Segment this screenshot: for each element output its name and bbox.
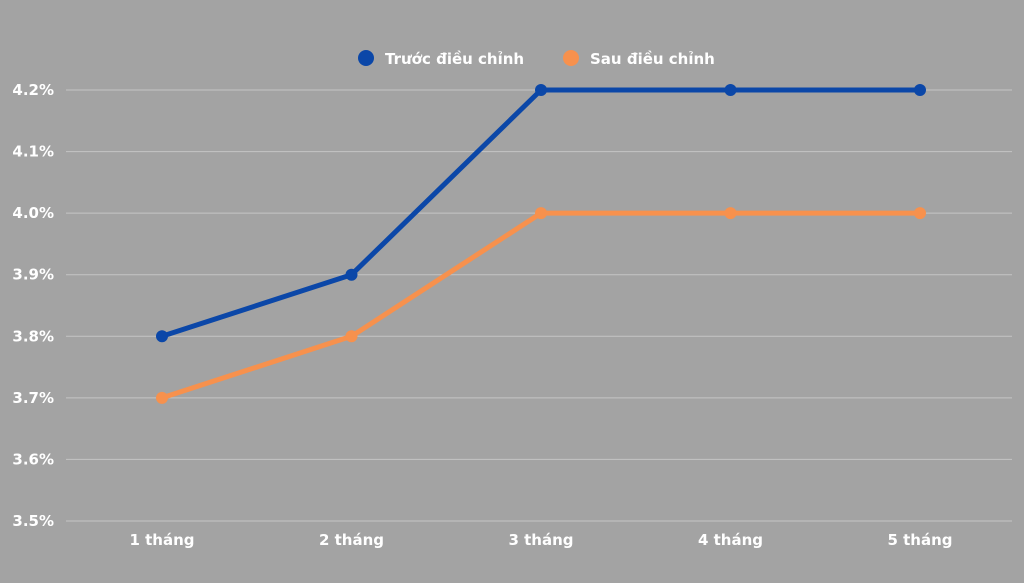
x-tick-label: 3 tháng [508, 531, 573, 549]
data-point [535, 207, 547, 220]
series-line [159, 210, 923, 401]
y-tick-label: 3.9% [12, 266, 54, 284]
legend-marker [563, 50, 579, 66]
x-tick-label: 1 tháng [129, 531, 194, 549]
data-point [156, 330, 168, 343]
series-layer [156, 84, 926, 404]
y-tick-label: 3.8% [12, 327, 54, 345]
y-axis: 3.5% 3.6% 3.7% 3.8% 3.9% 4.0% 4.1% 4.2% [12, 81, 54, 530]
data-point [535, 84, 547, 96]
y-tick-label: 4.2% [12, 81, 54, 99]
data-point [724, 84, 737, 96]
data-point [914, 207, 926, 220]
y-tick-label: 4.0% [12, 204, 54, 222]
x-tick-label: 5 tháng [887, 531, 952, 549]
legend-label: Trước điều chỉnh [385, 49, 524, 68]
y-tick-label: 4.1% [12, 143, 54, 161]
data-point [724, 207, 737, 220]
data-point [345, 330, 358, 343]
legend-marker [358, 50, 374, 66]
y-tick-label: 3.7% [12, 389, 54, 407]
legend-item-2: Sau điều chỉnh [563, 49, 715, 68]
series-1 [156, 84, 926, 343]
x-tick-label: 4 tháng [698, 531, 763, 549]
legend: Trước điều chỉnh Sau điều chỉnh [358, 49, 715, 68]
y-tick-label: 3.6% [12, 450, 54, 468]
data-point [345, 268, 358, 281]
legend-label: Sau điều chỉnh [590, 49, 715, 68]
legend-item-1: Trước điều chỉnh [358, 49, 524, 68]
x-axis: 1 tháng 2 tháng 3 tháng 4 tháng 5 tháng [129, 531, 952, 549]
y-tick-label: 3.5% [12, 512, 54, 530]
data-point [914, 84, 926, 96]
x-tick-label: 2 tháng [319, 531, 384, 549]
series-2 [156, 207, 926, 404]
grid-layer [66, 89, 1012, 522]
data-point [156, 391, 168, 404]
